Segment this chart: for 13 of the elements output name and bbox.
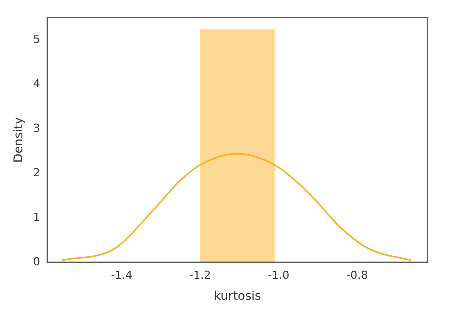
y-axis-title: Density: [11, 117, 26, 164]
x-tick-label: -0.8: [346, 268, 368, 282]
y-tick-label: 0: [33, 255, 40, 268]
x-tick-label: -1.4: [111, 268, 133, 282]
y-tick-label: 2: [33, 166, 40, 180]
y-tick-label: 4: [33, 78, 40, 91]
x-tick-label: -1.2: [190, 268, 212, 282]
y-tick-label: 3: [33, 122, 40, 135]
line-series: [61, 153, 412, 262]
x-axis-title: kurtosis: [214, 288, 262, 303]
x-tick-label: -1.0: [268, 268, 290, 282]
y-tick-label: 5: [33, 33, 40, 46]
y-tick-label: 1: [33, 210, 40, 224]
